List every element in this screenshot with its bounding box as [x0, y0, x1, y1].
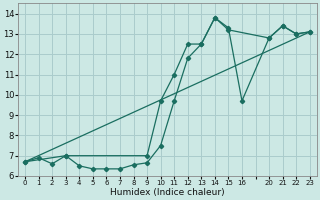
X-axis label: Humidex (Indice chaleur): Humidex (Indice chaleur): [110, 188, 225, 197]
